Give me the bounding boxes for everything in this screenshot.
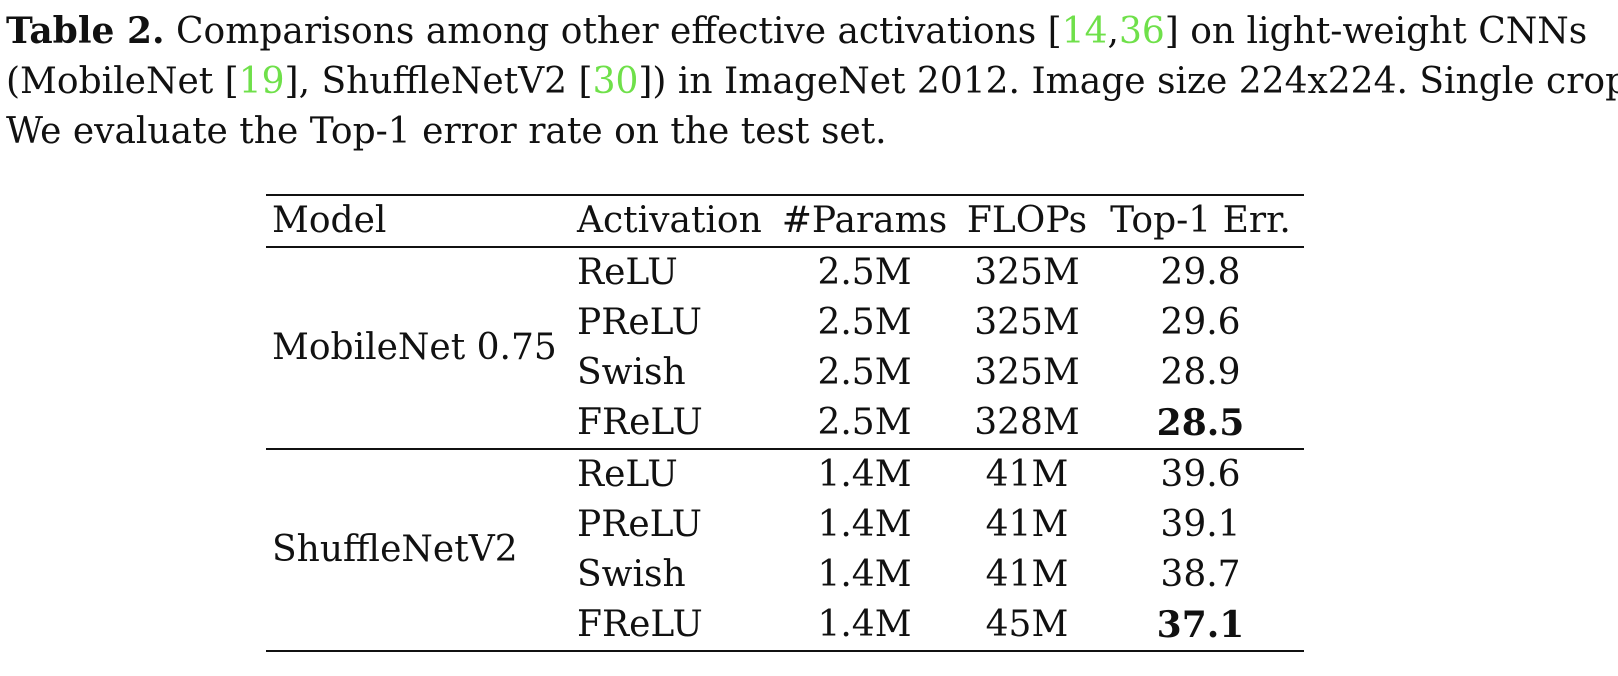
results-table: Model Activation #Params FLOPs Top-1 Err… — [266, 194, 1304, 652]
table-row: FReLU 1.4M 45M 37.1 — [266, 600, 1304, 651]
caption-line-1: Table 2. Comparisons among other effecti… — [6, 6, 1606, 57]
flops-cell: 45M — [985, 604, 1069, 645]
group-shufflenet: ShuffleNetV2 ReLU 1.4M 41M 39.6 PReLU 1.… — [266, 449, 1304, 651]
caption-text: Comparisons among other effective activa… — [164, 11, 1062, 52]
results-table-container: Model Activation #Params FLOPs Top-1 Err… — [266, 194, 1304, 652]
flops-cell: 328M — [974, 402, 1080, 443]
caption-line-2: (MobileNet [19], ShuffleNetV2 [30]) in I… — [6, 57, 1618, 107]
header-model: Model — [272, 200, 387, 241]
activation-cell: FReLU — [577, 604, 703, 645]
caption-text: (MobileNet [ — [6, 61, 239, 102]
flops-cell: 325M — [974, 302, 1080, 343]
best-error-cell: 37.1 — [1156, 604, 1245, 646]
caption-text: , — [1107, 11, 1119, 52]
activation-cell: Swish — [577, 554, 686, 595]
caption-text: ]) in ImageNet 2012. Image size 224x224.… — [638, 61, 1618, 102]
caption-label: Table 2. — [6, 10, 165, 52]
activation-cell: PReLU — [577, 504, 702, 545]
header-activation: Activation — [577, 200, 762, 241]
table-row: PReLU 2.5M 325M 29.6 — [266, 298, 1304, 348]
citation-link[interactable]: 14 — [1061, 11, 1108, 52]
table-row: Swish 2.5M 325M 28.9 — [266, 348, 1304, 398]
error-cell: 39.1 — [1160, 504, 1241, 545]
error-cell: 38.7 — [1160, 554, 1241, 595]
table-row: ShuffleNetV2 ReLU 1.4M 41M 39.6 — [266, 449, 1304, 570]
flops-cell: 41M — [985, 554, 1069, 595]
table-row: FReLU 2.5M 328M 28.5 — [266, 398, 1304, 449]
flops-cell: 41M — [985, 454, 1069, 495]
params-cell: 2.5M — [817, 352, 912, 393]
header-params: #Params — [781, 200, 948, 241]
table-row: Swish 1.4M 41M 38.7 — [266, 550, 1304, 600]
flops-cell: 325M — [974, 252, 1080, 293]
table-row: PReLU 1.4M 41M 39.1 — [266, 500, 1304, 550]
activation-cell: PReLU — [577, 302, 702, 343]
table-row: MobileNet 0.75 ReLU 2.5M 325M 29.8 — [266, 247, 1304, 368]
table-header-row: Model Activation #Params FLOPs Top-1 Err… — [266, 195, 1304, 247]
error-cell: 39.6 — [1160, 454, 1241, 495]
params-cell: 1.4M — [817, 504, 912, 545]
best-error-cell: 28.5 — [1156, 402, 1245, 444]
flops-cell: 325M — [974, 352, 1080, 393]
error-cell: 29.8 — [1160, 252, 1241, 293]
params-cell: 2.5M — [817, 402, 912, 443]
activation-cell: Swish — [577, 352, 686, 393]
citation-link[interactable]: 19 — [238, 61, 285, 102]
flops-cell: 41M — [985, 504, 1069, 545]
header-top1-err: Top-1 Err. — [1110, 200, 1291, 241]
activation-cell: ReLU — [577, 454, 678, 495]
error-cell: 29.6 — [1160, 302, 1241, 343]
params-cell: 1.4M — [817, 454, 912, 495]
table-caption: Table 2. Comparisons among other effecti… — [6, 6, 1618, 157]
params-cell: 1.4M — [817, 554, 912, 595]
caption-text: ], ShuffleNetV2 [ — [284, 61, 593, 102]
params-cell: 2.5M — [817, 252, 912, 293]
caption-line-3: We evaluate the Top-1 error rate on the … — [6, 111, 887, 152]
params-cell: 2.5M — [817, 302, 912, 343]
header-flops: FLOPs — [966, 200, 1088, 241]
activation-cell: FReLU — [577, 402, 703, 443]
group-mobilenet: MobileNet 0.75 ReLU 2.5M 325M 29.8 PReLU… — [266, 247, 1304, 449]
citation-link[interactable]: 30 — [592, 61, 639, 102]
params-cell: 1.4M — [817, 604, 912, 645]
model-name-cell: MobileNet 0.75 — [272, 327, 557, 368]
citation-link[interactable]: 36 — [1118, 11, 1165, 52]
error-cell: 28.9 — [1160, 352, 1241, 393]
model-name-cell: ShuffleNetV2 — [272, 529, 518, 570]
activation-cell: ReLU — [577, 252, 678, 293]
caption-text: ] on light-weight CNNs — [1164, 11, 1588, 52]
